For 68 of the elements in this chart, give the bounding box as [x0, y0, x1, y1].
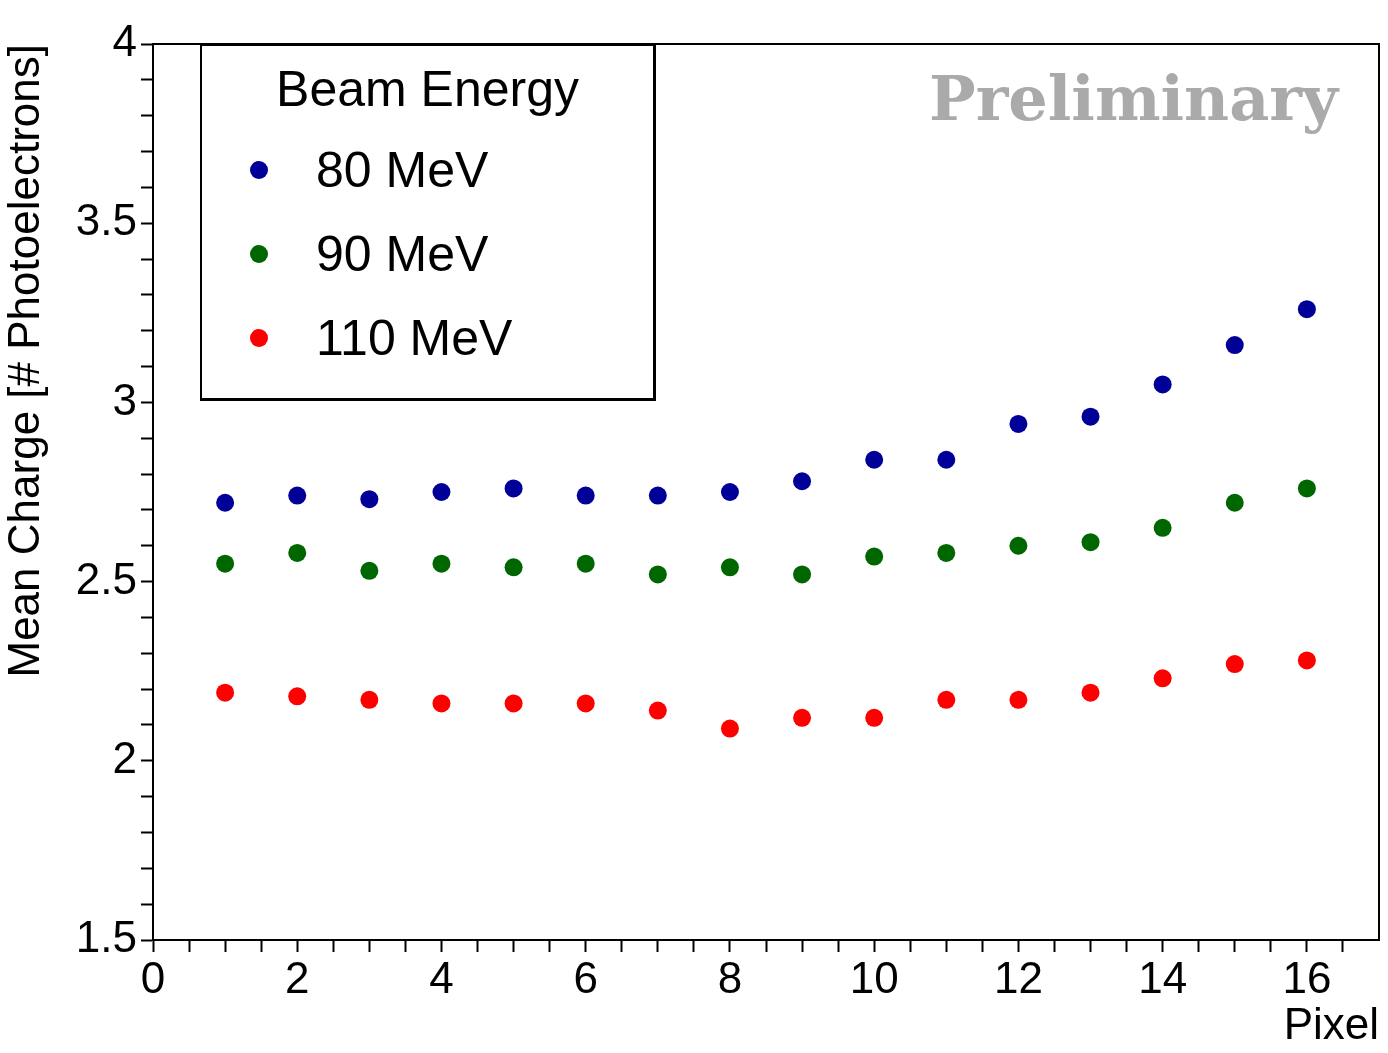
- legend-label: 80 MeV: [316, 141, 489, 199]
- point: [288, 687, 307, 706]
- x-tick-label: 8: [717, 952, 743, 1002]
- x-tick-label: 4: [429, 952, 454, 1002]
- point: [504, 694, 523, 713]
- point: [432, 554, 451, 573]
- point: [432, 483, 451, 501]
- point: [1297, 651, 1316, 670]
- y-tick-label: 3: [112, 374, 137, 424]
- point: [720, 719, 739, 738]
- x-tick-label: 10: [849, 952, 899, 1002]
- point: [937, 450, 956, 469]
- y-tick-label: 1.5: [75, 912, 137, 962]
- point: [1153, 669, 1172, 688]
- point: [216, 554, 235, 573]
- x-tick-label: 6: [573, 952, 598, 1002]
- point: [216, 493, 235, 512]
- point: [1081, 533, 1100, 552]
- point: [1297, 479, 1316, 498]
- y-axis-title: Mean Charge [# Photoelectrons]: [0, 44, 48, 678]
- point: [1225, 493, 1244, 512]
- point: [288, 543, 307, 562]
- point: [360, 561, 379, 580]
- point: [1153, 518, 1172, 537]
- x-tick-label: 0: [140, 952, 166, 1002]
- legend-title: Beam Energy: [275, 60, 580, 118]
- legend-label: 110 MeV: [316, 309, 513, 367]
- x-tick-label: 14: [1138, 952, 1188, 1002]
- point: [360, 690, 379, 709]
- point: [1009, 690, 1028, 709]
- point: [1009, 414, 1028, 433]
- point: [720, 558, 739, 577]
- point: [720, 483, 739, 501]
- point: [937, 543, 956, 562]
- legend-label: 90 MeV: [316, 225, 489, 283]
- point: [648, 565, 667, 584]
- y-tick-label: 2: [112, 732, 137, 782]
- point: [865, 450, 884, 469]
- point: [648, 701, 667, 720]
- point: [865, 708, 884, 727]
- point: [648, 486, 667, 505]
- annotation: Preliminary: [929, 62, 1338, 135]
- point: [576, 486, 595, 505]
- point: [793, 565, 812, 584]
- point: [1009, 536, 1028, 555]
- point: [1153, 375, 1172, 394]
- point: [1081, 683, 1100, 702]
- point: [360, 490, 379, 509]
- point: [793, 708, 812, 727]
- point: [576, 554, 595, 573]
- y-tick-label: 2.5: [75, 553, 137, 603]
- point: [865, 547, 884, 566]
- point: [432, 694, 451, 713]
- point: [937, 690, 956, 709]
- point: [1225, 336, 1244, 355]
- point: [216, 683, 235, 702]
- point: [504, 558, 523, 577]
- point: [793, 472, 812, 491]
- point: [504, 479, 523, 498]
- point: [1297, 300, 1316, 319]
- x-tick-label: 2: [284, 952, 310, 1002]
- y-tick-label: 4: [112, 16, 137, 66]
- x-tick-label: 12: [993, 952, 1043, 1002]
- point: [576, 694, 595, 713]
- y-tick-label: 3.5: [75, 195, 137, 245]
- point: [1081, 407, 1100, 426]
- point: [1225, 655, 1244, 674]
- point: [288, 486, 307, 505]
